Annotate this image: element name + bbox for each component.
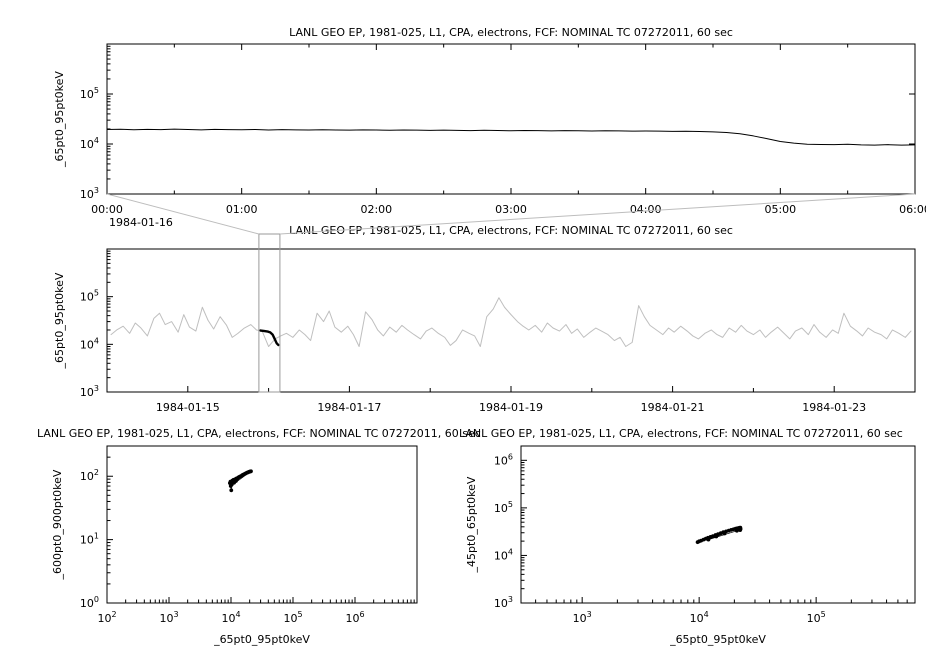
- plot-frame: [106, 445, 418, 604]
- panel-top-date-label: 1984-01-16: [109, 216, 173, 229]
- panel-bottom-left: LANL GEO EP, 1981-025, L1, CPA, electron…: [37, 427, 481, 646]
- x-tick-label: 05:00: [764, 203, 796, 216]
- x-tick-label: 01:00: [226, 203, 258, 216]
- y-tick-label: 104: [80, 336, 99, 351]
- middle-context-trace: [110, 297, 912, 348]
- x-tick-label: 1984-01-21: [641, 401, 705, 414]
- x-tick-label: 03:00: [495, 203, 527, 216]
- y-tick-label: 105: [494, 500, 513, 515]
- zoom-connector-left: [106, 193, 260, 235]
- panel-bottom-right-title: LANL GEO EP, 1981-025, L1, CPA, electron…: [459, 427, 903, 440]
- selection-window[interactable]: [258, 233, 281, 393]
- panel-bottom-left-title: LANL GEO EP, 1981-025, L1, CPA, electron…: [37, 427, 481, 440]
- zoom-connector-right: [279, 193, 916, 235]
- y-tick-label: 105: [80, 86, 99, 101]
- y-tick-label: 103: [494, 595, 513, 610]
- panel-bottom-right-xlabel: _65pt0_95pt0keV: [669, 633, 766, 646]
- x-tick-label: 105: [807, 610, 826, 625]
- y-tick-label: 102: [80, 468, 99, 483]
- y-tick-label: 106: [494, 452, 513, 467]
- x-tick-label: 102: [97, 610, 116, 625]
- scatter-connector: [229, 470, 252, 491]
- y-tick-label: 104: [80, 136, 99, 151]
- panel-bottom-left-xlabel: _65pt0_95pt0keV: [213, 633, 310, 646]
- y-tick-label: 103: [80, 186, 99, 201]
- y-tick-label: 101: [80, 532, 99, 547]
- plot-frame: [520, 445, 916, 604]
- x-tick-label: 1984-01-19: [479, 401, 543, 414]
- x-tick-label: 104: [690, 610, 709, 625]
- x-tick-label: 104: [221, 610, 240, 625]
- x-tick-label: 1984-01-15: [156, 401, 220, 414]
- panel-middle-title: LANL GEO EP, 1981-025, L1, CPA, electron…: [289, 224, 733, 237]
- x-tick-label: 1984-01-17: [317, 401, 381, 414]
- x-tick-label: 00:00: [91, 203, 123, 216]
- middle-highlight-trace: [259, 329, 280, 347]
- panel-top: LANL GEO EP, 1981-025, L1, CPA, electron…: [53, 26, 926, 229]
- panel-middle: LANL GEO EP, 1981-025, L1, CPA, electron…: [53, 193, 916, 414]
- panel-top-ylabel: _65pt0_95pt0keV: [53, 71, 66, 168]
- y-tick-label: 105: [80, 289, 99, 304]
- panel-bottom-right: LANL GEO EP, 1981-025, L1, CPA, electron…: [459, 427, 916, 646]
- panel-top-title: LANL GEO EP, 1981-025, L1, CPA, electron…: [289, 26, 733, 39]
- x-tick-label: 02:00: [360, 203, 392, 216]
- x-tick-label: 105: [283, 610, 302, 625]
- plot-frame: [106, 43, 916, 195]
- x-tick-label: 103: [573, 610, 592, 625]
- x-tick-label: 103: [159, 610, 178, 625]
- x-tick-label: 1984-01-23: [802, 401, 866, 414]
- panel-middle-ylabel: _65pt0_95pt0keV: [53, 272, 66, 369]
- plot-frame: [106, 248, 916, 393]
- y-tick-label: 103: [80, 384, 99, 399]
- scatter-connector: [697, 527, 741, 543]
- y-tick-label: 104: [494, 547, 513, 562]
- x-tick-label: 06:00: [899, 203, 926, 216]
- top-trace: [106, 128, 916, 146]
- panel-bottom-left-ylabel: _600pt0_900pt0keV: [51, 469, 64, 580]
- y-tick-label: 100: [80, 595, 99, 610]
- panel-bottom-right-ylabel: _45pt0_65pt0keV: [465, 476, 478, 573]
- x-tick-label: 04:00: [630, 203, 662, 216]
- x-tick-label: 106: [345, 610, 364, 625]
